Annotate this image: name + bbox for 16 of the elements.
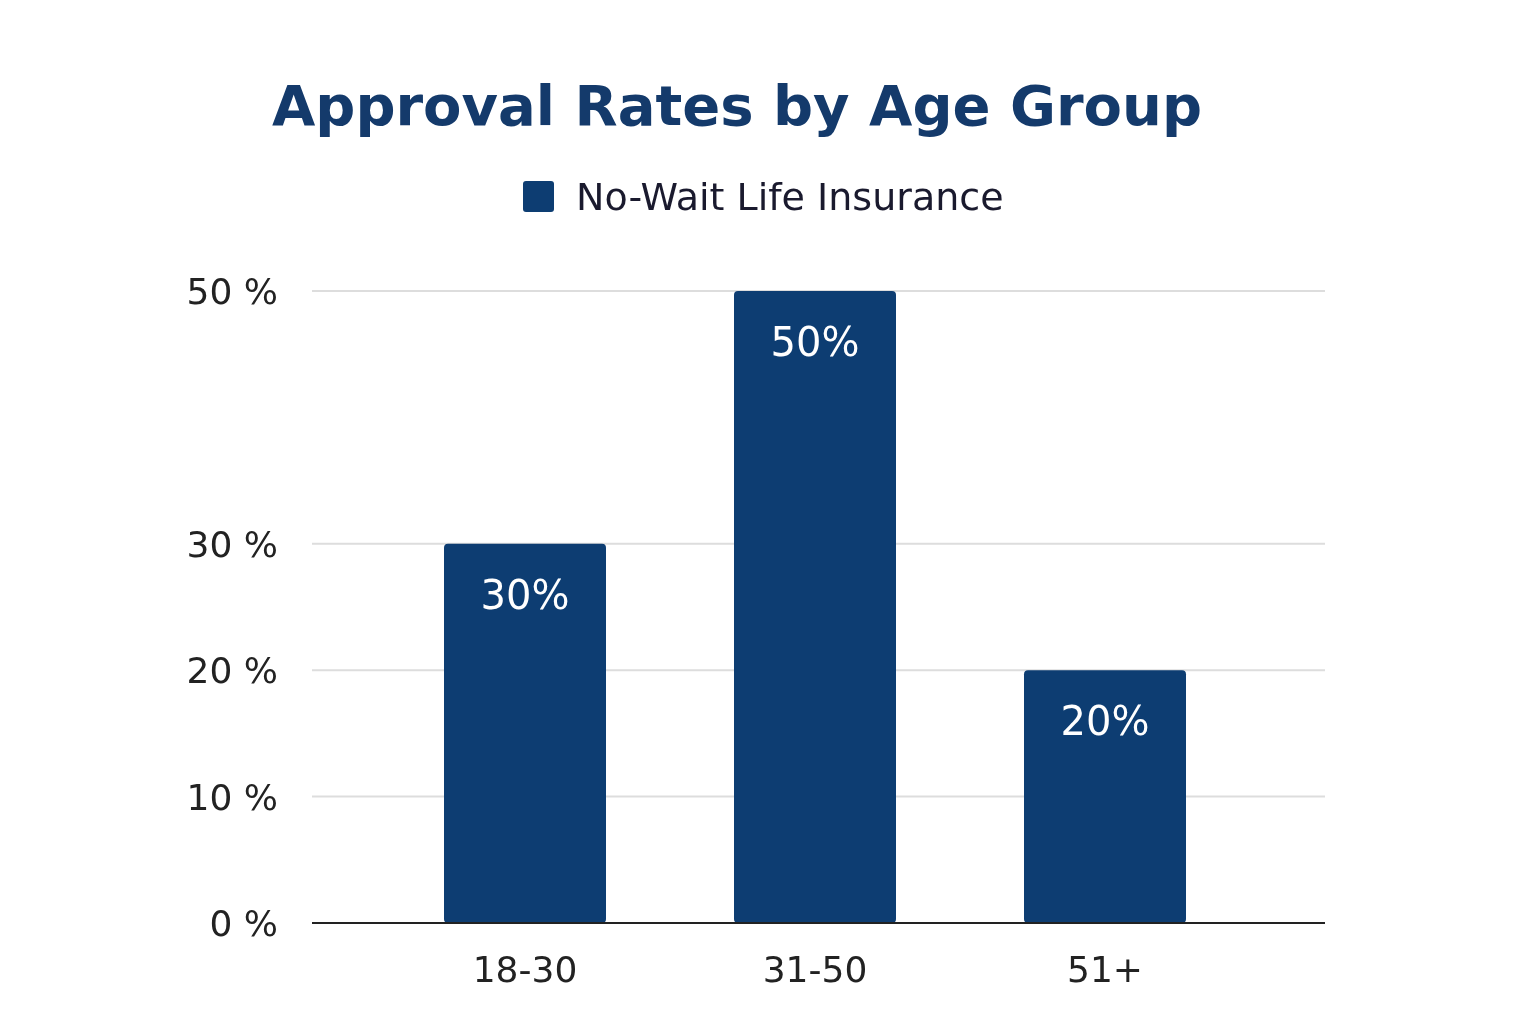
y-tick-label: 0 % — [209, 903, 278, 944]
x-tick-label: 51+ — [1067, 949, 1143, 990]
text: 50% — [770, 319, 860, 365]
y-tick-label: 50 % — [186, 271, 278, 312]
y-tick-label: 30 % — [186, 523, 278, 565]
legend-label: No-Wait Life Insurance — [576, 175, 1004, 219]
y-tick-label: 20 % — [186, 650, 278, 692]
chart-title: Approval Rates by Age Group — [271, 73, 1203, 138]
x-tick-label: 18-30 — [472, 949, 578, 990]
bar — [1024, 670, 1186, 923]
x-tick-label: 31-50 — [762, 949, 868, 990]
text: 30% — [480, 571, 570, 618]
y-tick-label: 10 % — [186, 776, 278, 818]
text: 20% — [1060, 698, 1150, 745]
bar — [734, 291, 896, 923]
bar — [444, 543, 606, 923]
